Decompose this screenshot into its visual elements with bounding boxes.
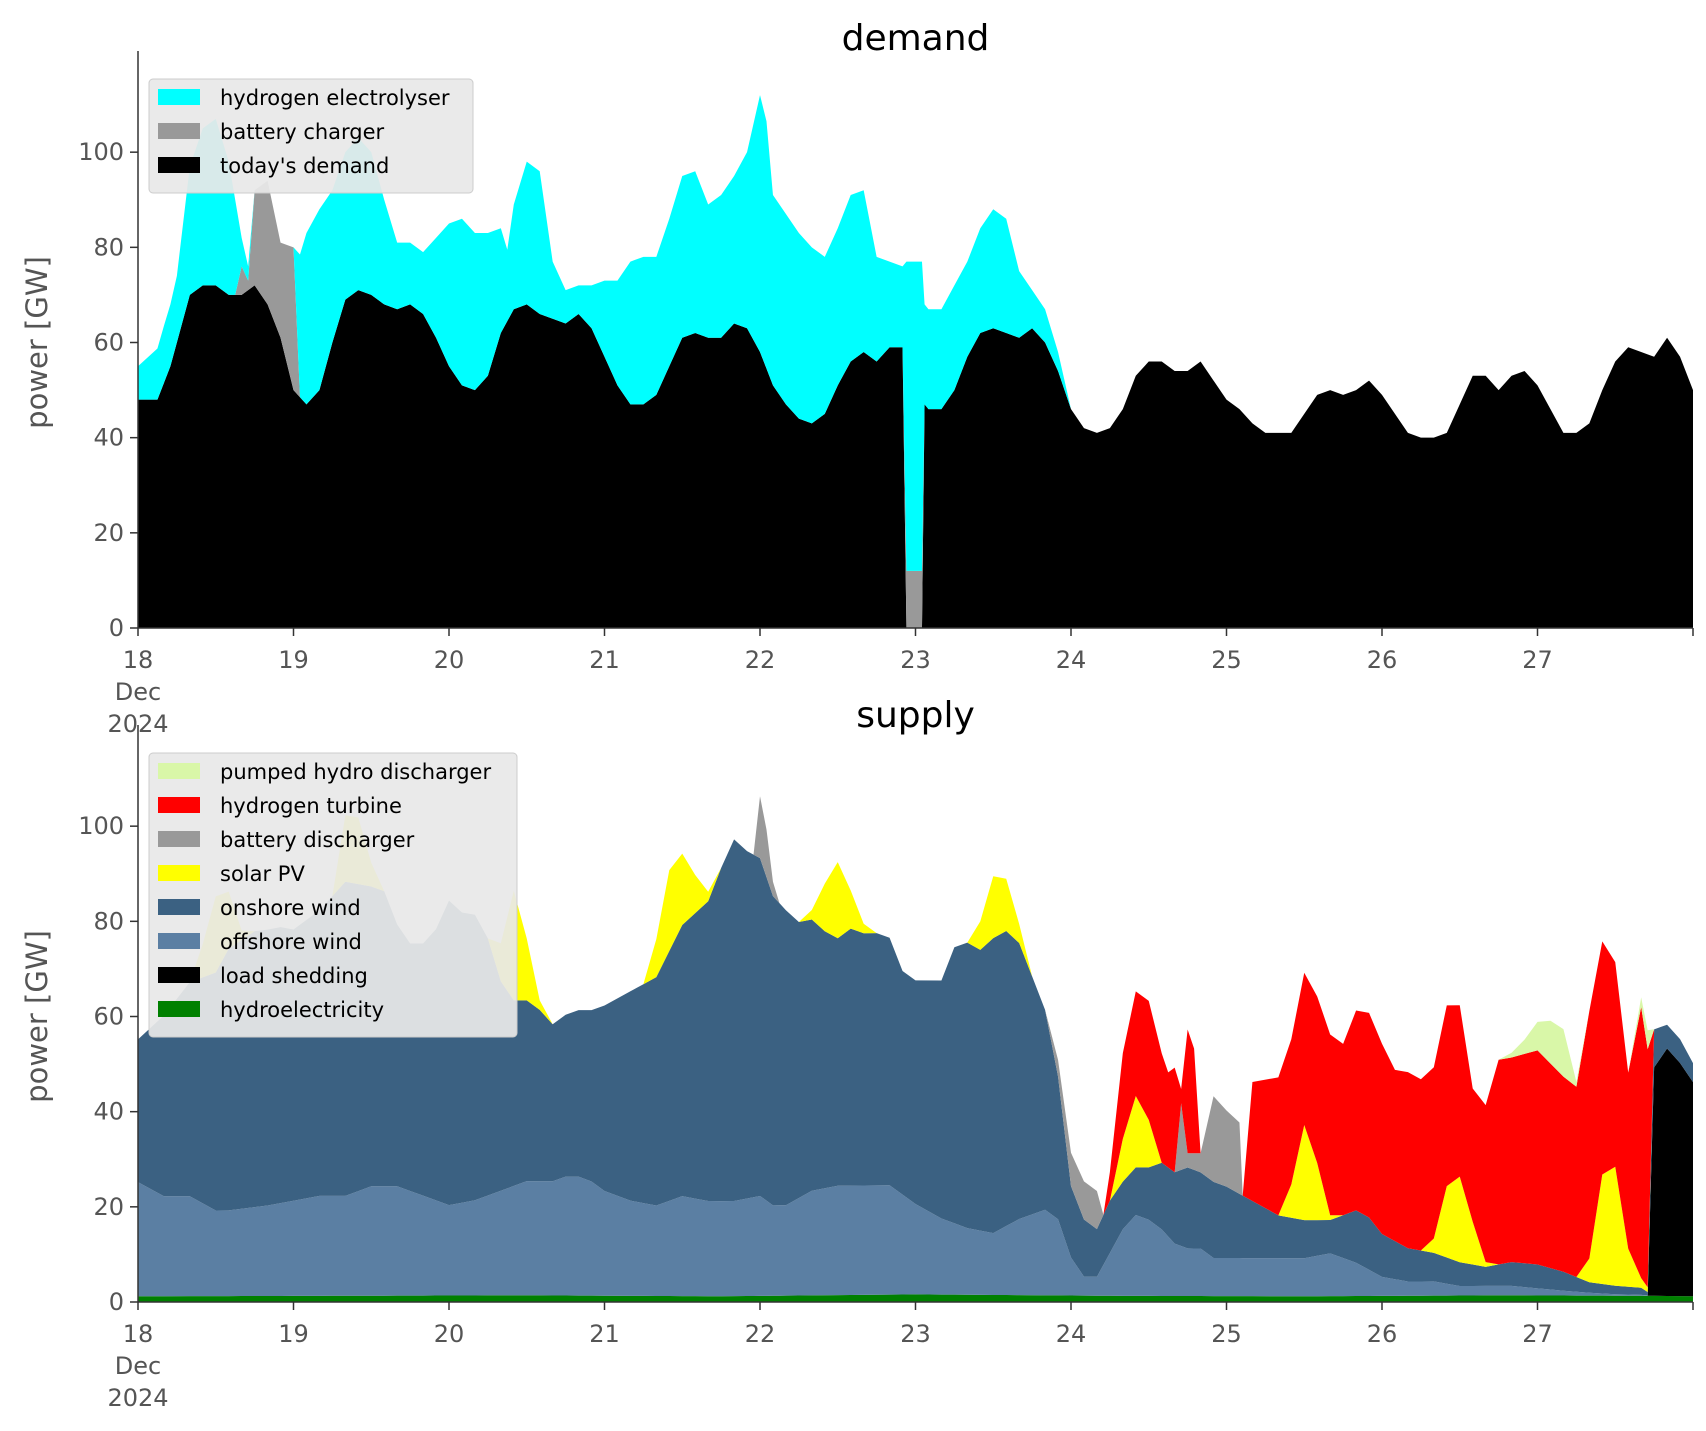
area-today-s-demand bbox=[138, 285, 1693, 628]
legend-label: offshore wind bbox=[220, 930, 362, 954]
x-tick-label: 23 bbox=[900, 646, 931, 674]
x-tick-label: 18 bbox=[123, 1320, 154, 1348]
chart-title: supply bbox=[856, 695, 975, 736]
x-tick-label: 19 bbox=[278, 1320, 309, 1348]
x-tick-label: 20 bbox=[434, 1320, 465, 1348]
y-tick-label: 0 bbox=[109, 1288, 124, 1316]
x-tick-label: 21 bbox=[589, 646, 620, 674]
y-axis-label: power [GW] bbox=[20, 256, 54, 429]
x-tick-label: 20 bbox=[434, 646, 465, 674]
y-tick-label: 40 bbox=[93, 424, 124, 452]
y-tick-label: 0 bbox=[109, 614, 124, 642]
x-tick-label: 25 bbox=[1211, 1320, 1242, 1348]
area-hydroelectricity bbox=[138, 1294, 1693, 1302]
legend: hydrogen electrolyser battery charger toda… bbox=[148, 78, 474, 194]
legend-swatch bbox=[158, 763, 200, 779]
x-tick-label: 22 bbox=[745, 646, 776, 674]
y-tick-label: 80 bbox=[93, 907, 124, 935]
legend-label: hydroelectricity bbox=[220, 998, 384, 1022]
area-solar-pv bbox=[138, 815, 1693, 1292]
legend-box bbox=[148, 752, 518, 1038]
x-tick-label: 18 bbox=[123, 646, 154, 674]
x-tick-label: 19 bbox=[278, 646, 309, 674]
legend-box bbox=[148, 78, 474, 194]
legend-swatch bbox=[158, 831, 200, 847]
y-axis-label: power [GW] bbox=[20, 930, 54, 1103]
legend-swatch bbox=[158, 865, 200, 881]
x-tick-label: 23 bbox=[900, 1320, 931, 1348]
legend: pumped hydro discharger hydrogen turbine b… bbox=[148, 752, 518, 1038]
legend-label: battery charger bbox=[220, 120, 385, 144]
y-tick-label: 60 bbox=[93, 329, 124, 357]
y-tick-label: 60 bbox=[93, 1003, 124, 1031]
area-offshore-wind bbox=[138, 1048, 1693, 1297]
legend-swatch bbox=[158, 89, 200, 105]
legend-swatch bbox=[158, 1001, 200, 1017]
panel-supply: 0 20 40 60 80 100 18 Dec 2024 19 20 21 22 23 24 25 26 27 s… bbox=[20, 695, 1694, 1412]
legend-label: solar PV bbox=[220, 862, 305, 886]
x-tick-label: 22 bbox=[745, 1320, 776, 1348]
y-tick-label: 20 bbox=[93, 1193, 124, 1221]
x-tick-label: 2024 bbox=[107, 1384, 168, 1412]
legend-label: hydrogen electrolyser bbox=[220, 86, 450, 110]
y-tick-label: 40 bbox=[93, 1098, 124, 1126]
y-tick-label: 100 bbox=[78, 138, 124, 166]
legend-swatch bbox=[158, 899, 200, 915]
x-tick-label: 26 bbox=[1367, 1320, 1398, 1348]
legend-label: onshore wind bbox=[220, 896, 361, 920]
x-tick-label: 27 bbox=[1522, 1320, 1553, 1348]
y-tick-label: 80 bbox=[93, 233, 124, 261]
legend-label: battery discharger bbox=[220, 828, 415, 852]
y-tick-label: 100 bbox=[78, 812, 124, 840]
chart-title: demand bbox=[842, 18, 990, 59]
x-tick-label: 21 bbox=[589, 1320, 620, 1348]
x-tick-label: Dec bbox=[115, 1352, 161, 1380]
area-hydrogen-electrolyser bbox=[138, 95, 1693, 571]
x-tick-label: 25 bbox=[1211, 646, 1242, 674]
x-tick-label: 27 bbox=[1522, 646, 1553, 674]
legend-label: pumped hydro discharger bbox=[220, 760, 491, 784]
area-hydrogen-turbine bbox=[138, 796, 1693, 1288]
x-tick-label: Dec bbox=[115, 678, 161, 706]
legend-swatch bbox=[158, 967, 200, 983]
legend-swatch bbox=[158, 123, 200, 139]
legend-swatch bbox=[158, 797, 200, 813]
legend-swatch bbox=[158, 157, 200, 173]
x-tick-label: 26 bbox=[1367, 646, 1398, 674]
y-tick-label: 20 bbox=[93, 519, 124, 547]
x-tick-label: 24 bbox=[1056, 646, 1087, 674]
x-tick-label: 24 bbox=[1056, 1320, 1087, 1348]
legend-label: hydrogen turbine bbox=[220, 794, 402, 818]
area-onshore-wind bbox=[138, 839, 1693, 1296]
legend-swatch bbox=[158, 933, 200, 949]
legend-label: load shedding bbox=[220, 964, 368, 988]
legend-label: today's demand bbox=[220, 154, 389, 178]
